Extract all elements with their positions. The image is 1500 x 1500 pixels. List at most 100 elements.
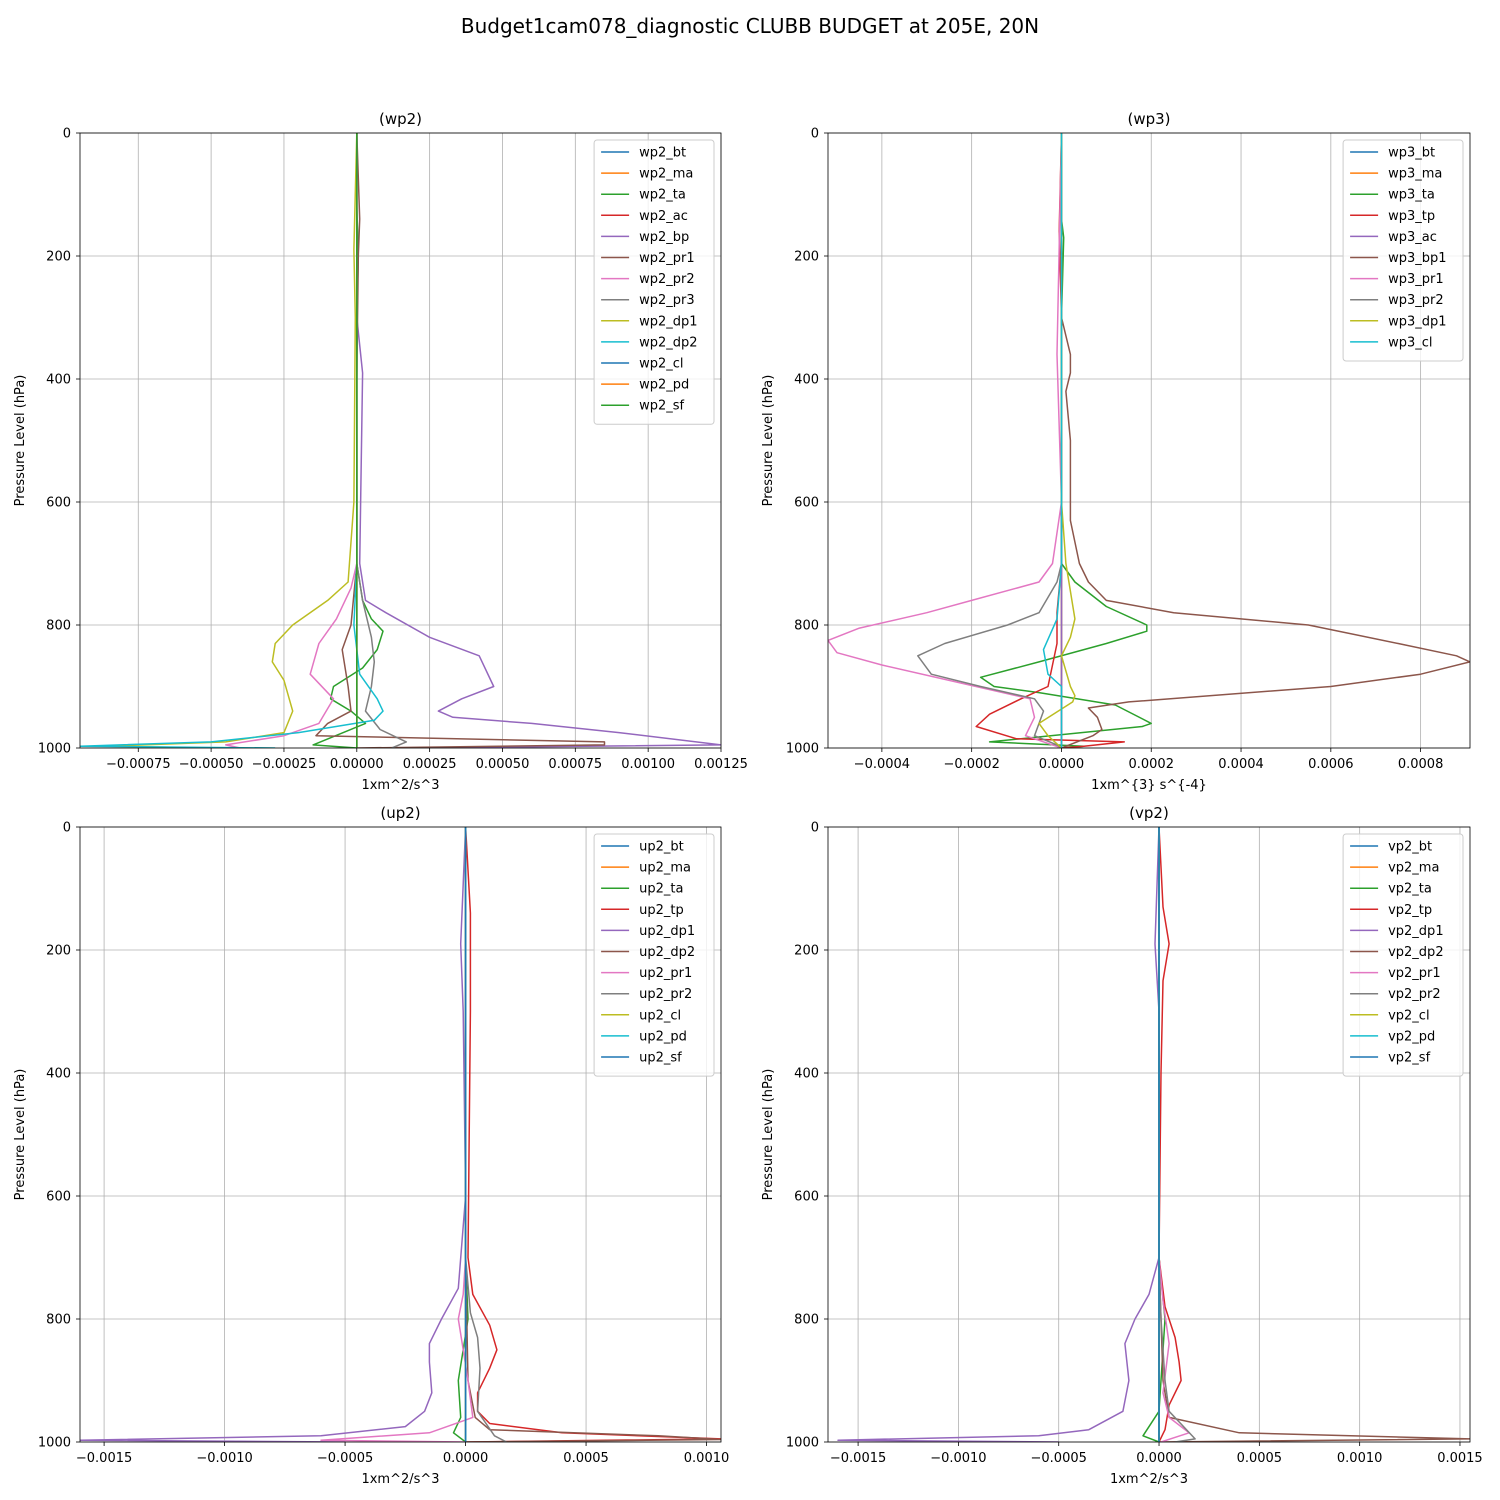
legend: wp2_bt wp2_ma wp2_ta wp2_ac wp2_bp wp2_pr1 wp2… xyxy=(593,139,715,425)
legend-label: wp3_pr2 xyxy=(1388,293,1444,308)
x-tick-label: 0.0015 xyxy=(1437,1451,1483,1466)
y-tick-label: 800 xyxy=(46,1313,71,1328)
y-tick-label: 200 xyxy=(46,250,71,265)
x-tick-label: 0.0010 xyxy=(1337,1451,1383,1466)
y-tick-label: 600 xyxy=(46,496,71,511)
y-axis-label: Pressure Level (hPa) xyxy=(13,375,28,507)
x-tick-label: −0.0002 xyxy=(943,757,999,772)
plot-frame xyxy=(79,826,722,1443)
legend-label: wp2_bt xyxy=(639,146,686,161)
legend-label: wp2_cl xyxy=(639,357,683,372)
plot-frame xyxy=(79,132,722,749)
series-line-up2_pr2 xyxy=(464,827,507,1442)
x-tick-label: 0.0008 xyxy=(1398,757,1444,772)
legend-label: vp2_pr2 xyxy=(1388,987,1441,1002)
legend-label: wp2_pd xyxy=(639,378,689,393)
y-tick-label: 0 xyxy=(811,821,819,836)
x-tick-label: 0.00025 xyxy=(403,757,457,772)
x-axis-label: 1xm^2/s^3 xyxy=(1110,1472,1188,1487)
x-tick-label: 0.00125 xyxy=(694,757,748,772)
legend-label: wp2_pr3 xyxy=(639,293,695,308)
legend-label: vp2_tp xyxy=(1388,903,1432,918)
series-line-wp3_pr1 xyxy=(828,133,1063,748)
subplot-title: (wp2) xyxy=(379,110,422,128)
x-tick-label: 0.00075 xyxy=(548,757,602,772)
y-tick-label: 0 xyxy=(63,127,71,142)
legend-label: up2_dp2 xyxy=(639,945,695,960)
series-line-wp3_cl xyxy=(1042,133,1063,748)
x-tick-label: −0.00025 xyxy=(252,757,317,772)
series-line-up2_dp1 xyxy=(80,827,467,1442)
chart-panel-4: −0.0015 −0.0010 −0.0005 0.0000 0.0005 0.0010 0… xyxy=(761,804,1483,1487)
legend-label: wp2_pr2 xyxy=(639,272,695,287)
series-line-wp2_bp xyxy=(356,133,721,748)
legend-box xyxy=(1342,139,1464,362)
chart-panel-2: −0.0004 −0.0002 0.0000 0.0002 0.0004 0.0006 0.… xyxy=(761,110,1471,793)
legend-label: wp3_ma xyxy=(1388,167,1442,182)
y-tick-label: 400 xyxy=(46,1067,71,1082)
legend-label: vp2_dp2 xyxy=(1388,945,1444,960)
x-tick-label: −0.0015 xyxy=(830,1451,886,1466)
legend-label: up2_cl xyxy=(639,1008,681,1023)
subplot-title: (vp2) xyxy=(1129,804,1169,822)
legend-label: wp3_pr1 xyxy=(1388,272,1444,287)
x-tick-label: 0.0004 xyxy=(1218,757,1264,772)
legend-label: vp2_bt xyxy=(1388,840,1432,855)
x-tick-label: −0.0010 xyxy=(930,1451,986,1466)
legend: up2_bt up2_ma up2_ta up2_tp up2_dp1 up2_dp2up… xyxy=(593,833,715,1077)
y-tick-label: 600 xyxy=(794,496,819,511)
legend-label: wp3_ta xyxy=(1388,188,1435,203)
x-tick-label: 0.0006 xyxy=(1308,757,1354,772)
legend-label: up2_pr1 xyxy=(639,966,692,981)
series-line-wp3_ta xyxy=(979,133,1152,748)
legend-label: wp3_cl xyxy=(1388,335,1432,350)
legend-box xyxy=(593,833,715,1077)
subplot-title: (wp3) xyxy=(1127,110,1170,128)
series-line-wp2_dp2 xyxy=(80,133,384,748)
x-tick-label: 0.0000 xyxy=(1136,1451,1182,1466)
legend-label: vp2_cl xyxy=(1388,1008,1429,1023)
legend-label: wp2_ac xyxy=(639,209,688,224)
legend-label: wp2_ta xyxy=(639,188,686,203)
x-tick-label: 0.0005 xyxy=(563,1451,609,1466)
x-tick-label: −0.00075 xyxy=(106,757,171,772)
legend-label: vp2_dp1 xyxy=(1388,924,1444,939)
y-tick-label: 800 xyxy=(794,1313,819,1328)
y-tick-label: 0 xyxy=(811,127,819,142)
x-tick-label: 0.0000 xyxy=(443,1451,489,1466)
legend-label: up2_sf xyxy=(639,1051,682,1066)
legend-label: wp3_bt xyxy=(1388,146,1435,161)
y-axis-label: Pressure Level (hPa) xyxy=(761,1069,776,1201)
plot-frame xyxy=(827,826,1471,1443)
legend-label: wp2_bp xyxy=(639,230,689,245)
x-axis-label: 1xm^2/s^3 xyxy=(361,778,439,793)
x-axis-label: 1xm^{3} s^{-4} xyxy=(1091,778,1207,793)
x-tick-label: 0.0000 xyxy=(1039,757,1085,772)
y-tick-label: 0 xyxy=(63,821,71,836)
series-line-wp3_pr2 xyxy=(917,133,1063,748)
series-line-vp2_dp1 xyxy=(837,827,1160,1442)
legend-label: wp3_ac xyxy=(1388,230,1437,245)
legend-label: wp2_dp1 xyxy=(639,314,697,329)
chart-panel-1: −0.00075 −0.00050 −0.00025 0.00000 0.00025 0.… xyxy=(13,110,748,793)
y-tick-label: 800 xyxy=(46,619,71,634)
x-tick-label: −0.0015 xyxy=(76,1451,132,1466)
legend: vp2_bt vp2_ma vp2_ta vp2_tp vp2_dp1 vp2_dp2vp… xyxy=(1342,833,1464,1077)
y-tick-label: 600 xyxy=(46,1190,71,1205)
legend-label: wp3_dp1 xyxy=(1388,314,1446,329)
y-tick-label: 200 xyxy=(794,944,819,959)
x-tick-label: 0.0005 xyxy=(1237,1451,1283,1466)
series-line-wp2_pr2 xyxy=(224,133,358,748)
y-tick-label: 200 xyxy=(46,944,71,959)
x-tick-label: 0.00100 xyxy=(621,757,675,772)
legend-label: vp2_ta xyxy=(1388,882,1432,897)
subplot-title: (up2) xyxy=(380,804,420,822)
x-axis-label: 1xm^2/s^3 xyxy=(361,1472,439,1487)
x-tick-label: 0.0010 xyxy=(684,1451,730,1466)
legend-label: vp2_pr1 xyxy=(1388,966,1441,981)
series-line-wp2_dp1 xyxy=(108,133,358,748)
y-tick-label: 800 xyxy=(794,619,819,634)
x-tick-label: 0.00000 xyxy=(330,757,384,772)
legend-label: up2_dp1 xyxy=(639,924,695,939)
x-tick-label: 0.00050 xyxy=(476,757,530,772)
